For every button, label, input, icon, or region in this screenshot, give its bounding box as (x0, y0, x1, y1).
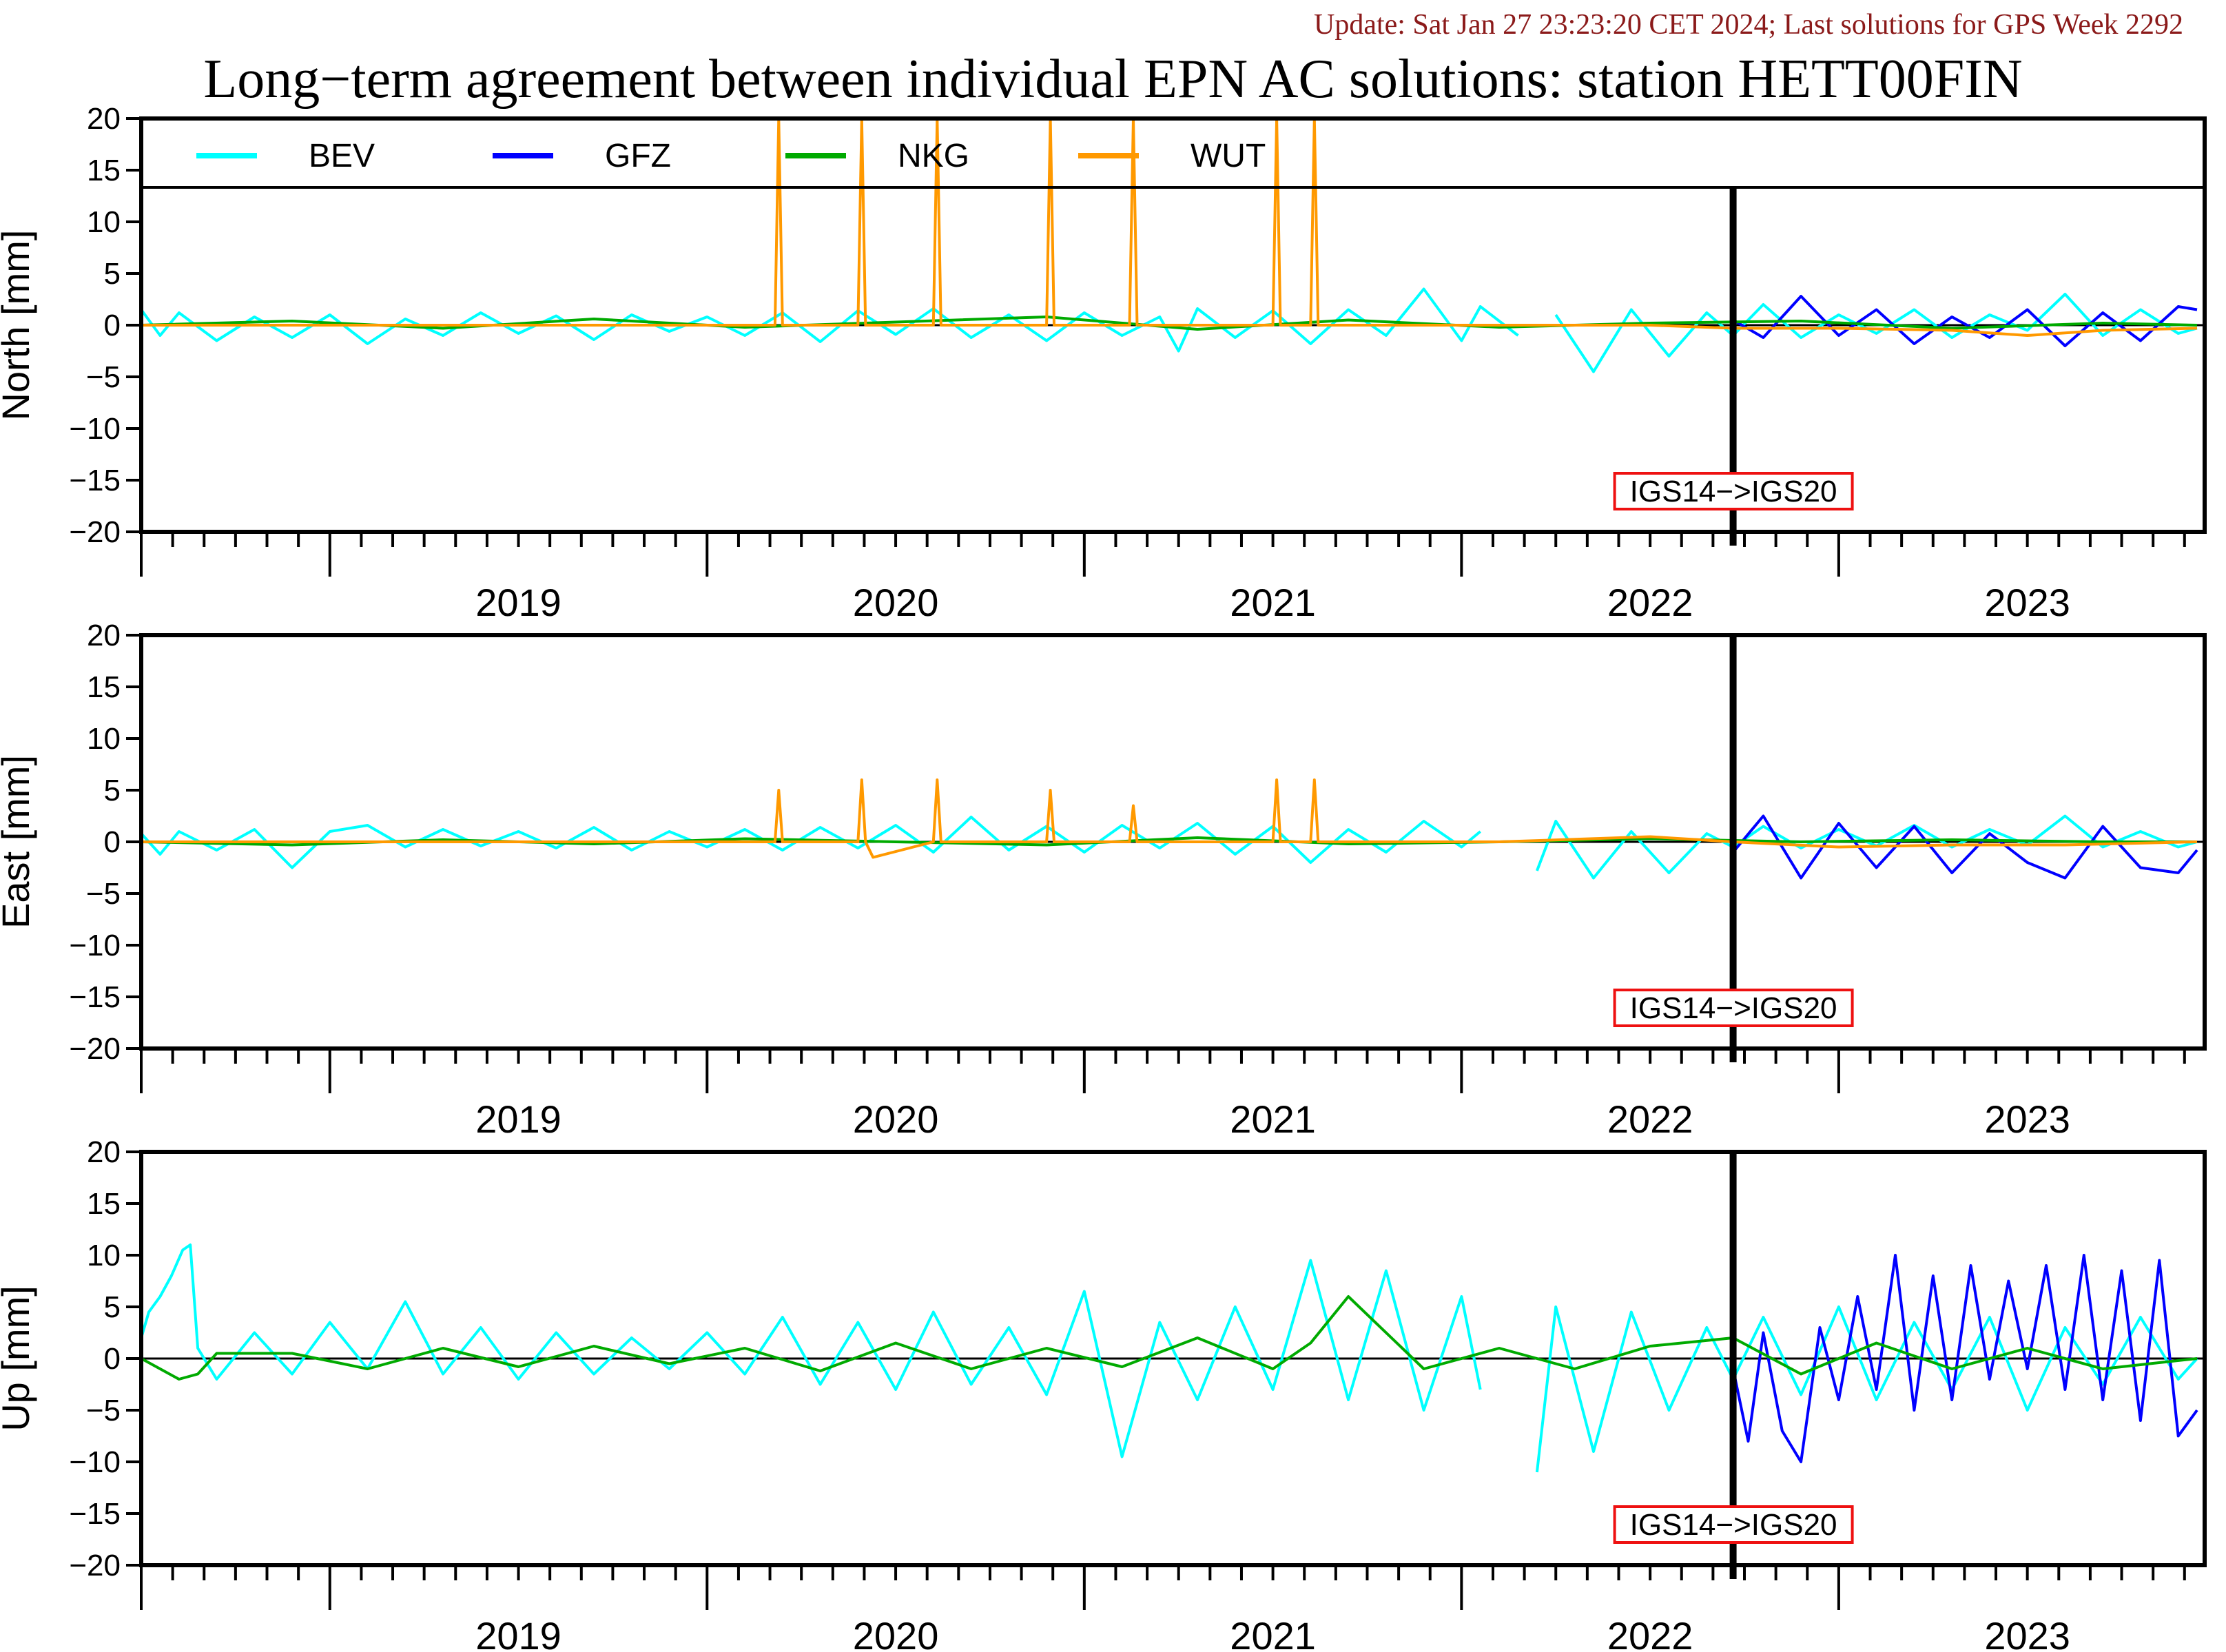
x-tick-label: 2019 (475, 581, 561, 624)
y-tick-label: −15 (69, 1497, 121, 1531)
series-line-nkg (141, 1295, 2198, 1381)
series-line-gfz (1731, 1254, 2198, 1463)
x-tick-label: 2020 (853, 1097, 939, 1141)
y-tick-label: −10 (69, 929, 121, 962)
y-tick-label: 5 (104, 257, 121, 291)
x-tick-label: 2019 (475, 1097, 561, 1141)
y-axis-label: Up [mm] (0, 1286, 37, 1432)
y-axis-label: East [mm] (0, 755, 37, 929)
y-tick-label: −15 (69, 980, 121, 1014)
y-tick-label: 5 (104, 774, 121, 807)
y-tick-label: 0 (104, 309, 121, 342)
frame-change-label-box (1613, 1505, 1854, 1544)
x-tick-label: 2022 (1607, 1097, 1693, 1141)
x-tick-label: 2020 (853, 581, 939, 624)
chart-title: Long−term agreement between individual E… (203, 49, 2023, 110)
x-tick-label: 2022 (1607, 1614, 1693, 1652)
y-tick-label: −15 (69, 464, 121, 497)
y-tick-label: 10 (87, 722, 121, 756)
x-tick-label: 2023 (1984, 581, 2070, 624)
y-tick-label: 20 (87, 1135, 121, 1169)
frame-change-label: IGS14−>IGS20 (1630, 1508, 1837, 1542)
frame-change-label: IGS14−>IGS20 (1630, 991, 1837, 1025)
y-tick-label: 5 (104, 1290, 121, 1324)
y-tick-label: −20 (69, 515, 121, 549)
y-tick-label: −5 (86, 877, 121, 911)
y-tick-label: −20 (69, 1549, 121, 1582)
series-line-gfz (1732, 814, 2198, 880)
frame-change-label-box (1613, 989, 1854, 1027)
y-tick-label: −20 (69, 1032, 121, 1066)
y-tick-label: 15 (87, 1187, 121, 1221)
y-tick-label: −10 (69, 412, 121, 446)
y-tick-label: 15 (87, 154, 121, 187)
x-tick-label: 2021 (1230, 581, 1316, 624)
legend-label-bev: BEV (309, 138, 375, 174)
y-tick-label: 0 (104, 1342, 121, 1376)
x-tick-label: 2019 (475, 1614, 561, 1652)
frame-change-label-box (1613, 472, 1854, 510)
y-tick-label: 20 (87, 102, 121, 136)
y-tick-label: 10 (87, 205, 121, 239)
legend-label-gfz: GFZ (605, 138, 671, 174)
y-tick-label: −10 (69, 1445, 121, 1479)
x-tick-label: 2023 (1984, 1614, 2070, 1652)
update-text: Update: Sat Jan 27 23:23:20 CET 2024; La… (1313, 9, 2183, 41)
x-tick-label: 2021 (1230, 1614, 1316, 1652)
y-tick-label: −5 (86, 1394, 121, 1427)
y-tick-label: 10 (87, 1239, 121, 1272)
x-tick-label: 2022 (1607, 581, 1693, 624)
x-tick-label: 2021 (1230, 1097, 1316, 1141)
y-tick-label: 0 (104, 825, 121, 859)
frame-change-label: IGS14−>IGS20 (1630, 475, 1837, 508)
series-line-nkg (141, 316, 2198, 331)
y-axis-label: North [mm] (0, 230, 37, 421)
x-tick-label: 2020 (853, 1614, 939, 1652)
legend-label-nkg: NKG (898, 138, 969, 174)
y-tick-label: 20 (87, 619, 121, 652)
series-line-wut (141, 118, 2198, 337)
y-tick-label: 15 (87, 670, 121, 704)
y-tick-label: −5 (86, 360, 121, 394)
x-tick-label: 2023 (1984, 1097, 2070, 1141)
legend-label-wut: WUT (1191, 138, 1266, 174)
series-line-wut (141, 778, 2198, 859)
